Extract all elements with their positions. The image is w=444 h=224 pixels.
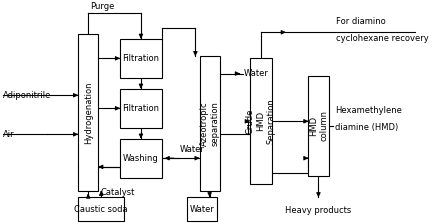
Text: For diamino: For diamino [336, 17, 385, 26]
Text: Water: Water [244, 69, 269, 78]
Bar [120, 139, 162, 178]
Bar [78, 34, 98, 191]
Text: Adiponitrile: Adiponitrile [3, 91, 51, 100]
Text: Air: Air [3, 130, 14, 139]
Text: Hydrogenation: Hydrogenation [84, 81, 93, 144]
Bar [250, 58, 272, 184]
Text: Water: Water [190, 205, 214, 214]
Bar [120, 89, 162, 128]
Text: HMD
column: HMD column [309, 110, 328, 141]
Text: Hexamethylene: Hexamethylene [335, 106, 402, 115]
Bar [187, 197, 217, 221]
Text: Crude
HMD
Separation: Crude HMD Separation [246, 98, 276, 144]
Text: Catalyst: Catalyst [100, 188, 135, 197]
Text: Washing: Washing [123, 154, 159, 163]
Text: cyclohexane recovery: cyclohexane recovery [336, 34, 428, 43]
Bar [78, 197, 124, 221]
Text: Filtration: Filtration [123, 104, 159, 113]
Bar [199, 56, 220, 191]
Bar [120, 39, 162, 78]
Text: Filtration: Filtration [123, 54, 159, 63]
Text: Purge: Purge [90, 2, 115, 11]
Text: Caustic soda: Caustic soda [74, 205, 128, 214]
Text: Water: Water [179, 145, 204, 154]
Text: Azeotropic
separation: Azeotropic separation [200, 101, 219, 146]
Bar [309, 76, 329, 176]
Text: Heavy products: Heavy products [285, 206, 352, 215]
Text: diamine (HMD): diamine (HMD) [335, 123, 398, 132]
